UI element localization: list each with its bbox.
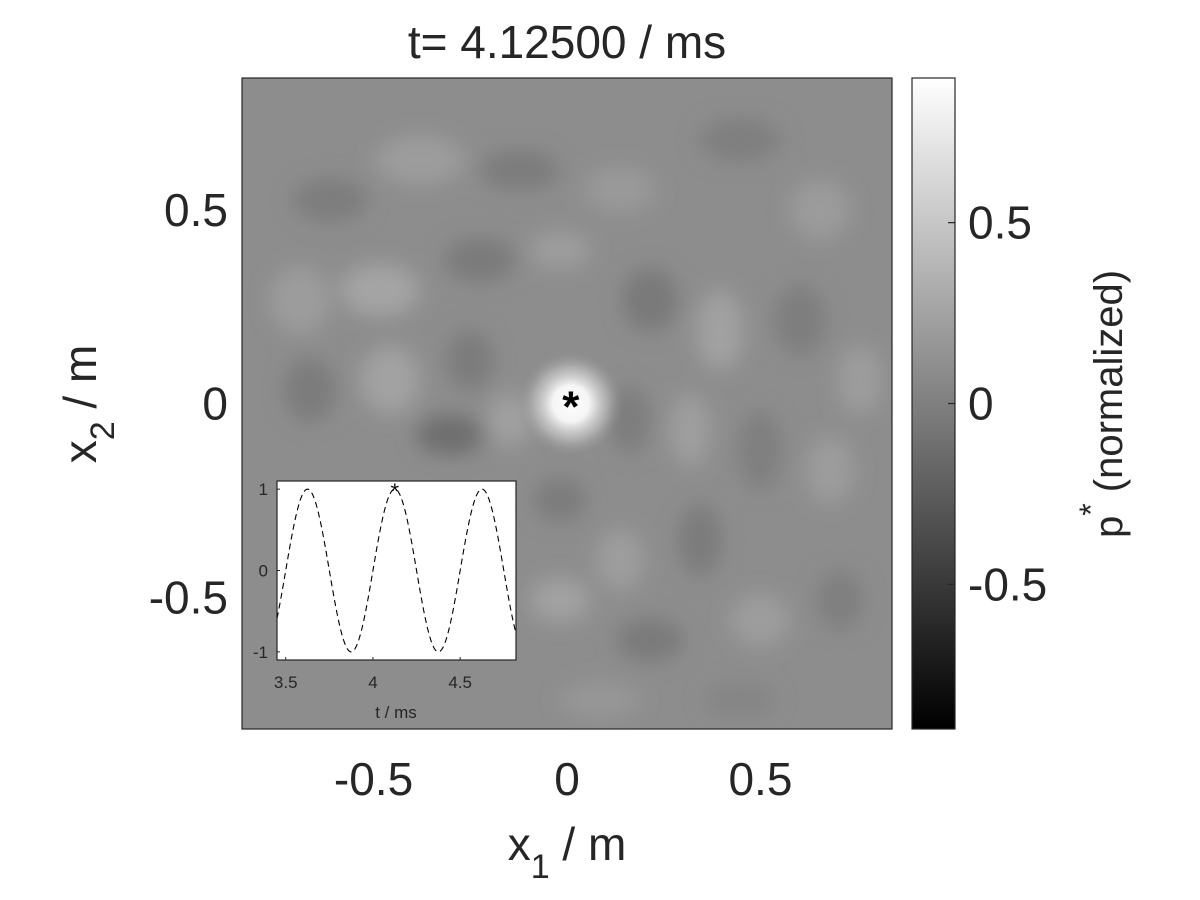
colorbar: 0.5 0 -0.5 p* (normalized) (911, 77, 1131, 730)
chart-title: t= 4.12500 / ms (408, 16, 726, 68)
colorbar-label: p* (normalized) (1073, 270, 1131, 538)
colorbar-tick-label: 0.5 (968, 197, 1032, 249)
inset-x-tick-label: 4 (368, 673, 377, 692)
inset-x-tick-label: 3.5 (274, 673, 298, 692)
colorbar-tick-label: -0.5 (968, 558, 1047, 610)
inset-y-tick-label: 0 (259, 562, 268, 581)
inset-background (276, 480, 517, 661)
inset-current-point: * (390, 479, 399, 504)
x-tick-label: 0 (554, 753, 580, 805)
y-tick-label: 0 (202, 378, 228, 430)
x-tick-label: 0.5 (728, 753, 792, 805)
inset-y-axis: 1 0 -1 (253, 480, 280, 662)
inset-plot: * 3.5 4 4.5 1 0 -1 t / ms (253, 479, 517, 722)
inset-y-tick-label: -1 (253, 643, 268, 662)
inset-y-tick-label: 1 (259, 480, 268, 499)
y-axis-label: x2 / m (54, 345, 122, 464)
inset-x-axis-label: t / ms (375, 703, 417, 722)
colorbar-gradient (911, 77, 956, 730)
y-tick-label: 0.5 (164, 184, 228, 236)
pulse-peak (518, 351, 623, 456)
inset-x-tick-label: 4.5 (448, 673, 472, 692)
y-tick-label: -0.5 (149, 571, 228, 623)
x-tick-label: -0.5 (334, 753, 413, 805)
plot-frame (241, 77, 893, 730)
wave-field-texture (270, 118, 882, 718)
source-marker: * (562, 383, 580, 432)
x-axis: -0.5 0 0.5 x1 / m (334, 753, 793, 886)
colorbar-tick-label: 0 (968, 378, 994, 430)
x-axis-label: x1 / m (508, 818, 627, 886)
inset-waveform-line (277, 488, 516, 653)
inset-x-axis: 3.5 4 4.5 (274, 657, 472, 692)
y-axis: 0.5 0 -0.5 x2 / m (54, 184, 228, 624)
